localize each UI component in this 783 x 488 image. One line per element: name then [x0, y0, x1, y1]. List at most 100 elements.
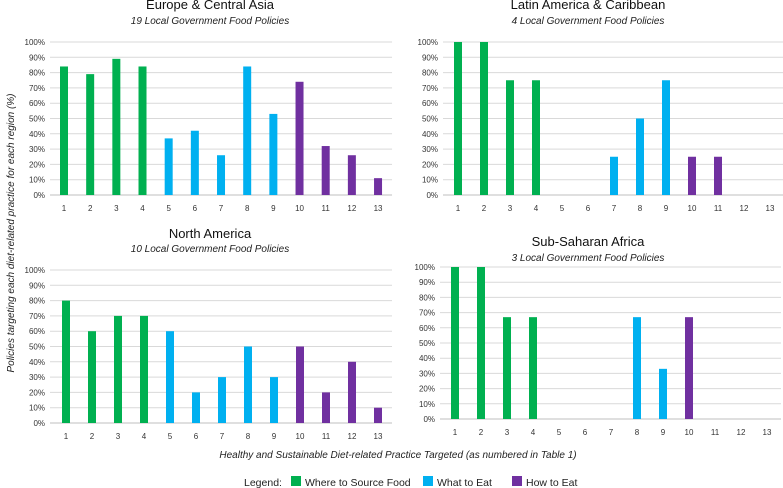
y-tick-label: 30%	[422, 145, 438, 154]
bar-3	[114, 315, 122, 423]
x-tick-label: 13	[763, 428, 772, 437]
bar-10	[296, 346, 304, 423]
y-tick-label: 20%	[419, 385, 435, 394]
y-tick-label: 60%	[419, 324, 435, 333]
x-axis-label: Healthy and Sustainable Diet-related Pra…	[219, 450, 576, 461]
chart-panel-2: Latin America & Caribbean 4 Local Governm…	[418, 0, 783, 213]
x-tick-label: 7	[220, 432, 225, 441]
bar-9	[270, 377, 278, 423]
y-tick-label: 80%	[29, 297, 45, 306]
bar-12	[347, 155, 356, 195]
x-tick-label: 7	[609, 428, 614, 437]
bar-7	[218, 377, 226, 423]
x-tick-label: 2	[479, 428, 484, 437]
x-tick-label: 4	[142, 432, 147, 441]
panel-subtitle: 4 Local Government Food Policies	[512, 16, 665, 27]
x-tick-label: 4	[531, 428, 536, 437]
bar-2	[480, 42, 488, 195]
y-tick-label: 0%	[33, 191, 45, 200]
y-tick-label: 100%	[415, 263, 435, 272]
legend-swatch-what	[423, 476, 433, 486]
bar-12	[348, 361, 356, 423]
legend-label-what: What to Eat	[437, 477, 492, 488]
x-tick-label: 12	[737, 428, 746, 437]
y-tick-label: 10%	[29, 404, 45, 413]
y-tick-label: 60%	[29, 327, 45, 336]
y-tick-label: 80%	[29, 69, 45, 78]
y-tick-label: 50%	[29, 115, 45, 124]
x-tick-label: 11	[711, 428, 720, 437]
x-tick-label: 1	[64, 432, 69, 441]
y-axis-label: Policies targeting each diet-related pra…	[6, 93, 17, 372]
x-tick-label: 7	[612, 204, 617, 213]
x-tick-label: 9	[661, 428, 666, 437]
x-tick-label: 5	[557, 428, 562, 437]
x-tick-label: 1	[62, 204, 67, 213]
x-tick-label: 13	[374, 204, 383, 213]
bar-9	[662, 80, 670, 195]
bar-5	[164, 138, 173, 195]
x-tick-label: 11	[714, 204, 723, 213]
x-tick-label: 3	[116, 432, 121, 441]
x-tick-label: 9	[272, 432, 277, 441]
bar-13	[374, 178, 383, 195]
y-tick-label: 90%	[422, 53, 438, 62]
y-tick-label: 100%	[418, 38, 438, 47]
x-tick-label: 7	[219, 204, 224, 213]
y-tick-label: 30%	[29, 145, 45, 154]
bar-1	[60, 66, 68, 195]
bar-11	[322, 392, 330, 423]
bar-9	[659, 368, 667, 419]
bar-2	[477, 267, 485, 419]
y-tick-label: 90%	[419, 278, 435, 287]
y-tick-label: 90%	[29, 281, 45, 290]
y-tick-label: 100%	[25, 38, 45, 47]
x-tick-label: 3	[505, 428, 510, 437]
bar-3	[112, 58, 121, 195]
legend-swatch-where	[291, 476, 301, 486]
x-tick-label: 10	[295, 204, 304, 213]
x-tick-label: 8	[638, 204, 643, 213]
x-tick-label: 12	[740, 204, 749, 213]
x-tick-label: 2	[90, 432, 95, 441]
bar-3	[506, 80, 514, 195]
bar-8	[244, 346, 252, 423]
legend-swatch-how	[512, 476, 522, 486]
bar-10	[685, 317, 693, 419]
bar-8	[636, 118, 644, 195]
x-tick-label: 4	[534, 204, 539, 213]
bar-1	[454, 42, 462, 195]
x-tick-label: 2	[482, 204, 487, 213]
x-tick-label: 11	[322, 204, 331, 213]
bar-13	[374, 407, 382, 423]
bar-1	[62, 300, 70, 423]
legend-title: Legend:	[244, 477, 282, 488]
bar-4	[529, 317, 537, 419]
x-tick-label: 9	[664, 204, 669, 213]
x-tick-label: 12	[347, 204, 356, 213]
x-tick-label: 10	[685, 428, 694, 437]
bar-7	[610, 156, 618, 195]
bar-4	[140, 315, 148, 423]
y-tick-label: 90%	[29, 53, 45, 62]
x-tick-label: 13	[766, 204, 775, 213]
bar-6	[192, 392, 200, 423]
y-tick-label: 20%	[29, 388, 45, 397]
x-tick-label: 9	[271, 204, 276, 213]
y-tick-label: 0%	[426, 191, 438, 200]
y-tick-label: 60%	[422, 99, 438, 108]
bar-3	[503, 317, 511, 419]
y-tick-label: 40%	[419, 354, 435, 363]
bar-1	[451, 267, 459, 419]
panel-subtitle: 10 Local Government Food Policies	[131, 244, 289, 255]
bar-2	[88, 331, 96, 423]
panel-title: Sub-Saharan Africa	[532, 234, 646, 249]
x-tick-label: 6	[583, 428, 588, 437]
x-tick-label: 8	[246, 432, 251, 441]
y-tick-label: 0%	[423, 415, 435, 424]
y-tick-label: 70%	[419, 309, 435, 318]
bar-9	[269, 113, 278, 195]
panel-subtitle: 3 Local Government Food Policies	[512, 253, 665, 264]
x-tick-label: 13	[374, 432, 383, 441]
y-tick-label: 80%	[422, 69, 438, 78]
